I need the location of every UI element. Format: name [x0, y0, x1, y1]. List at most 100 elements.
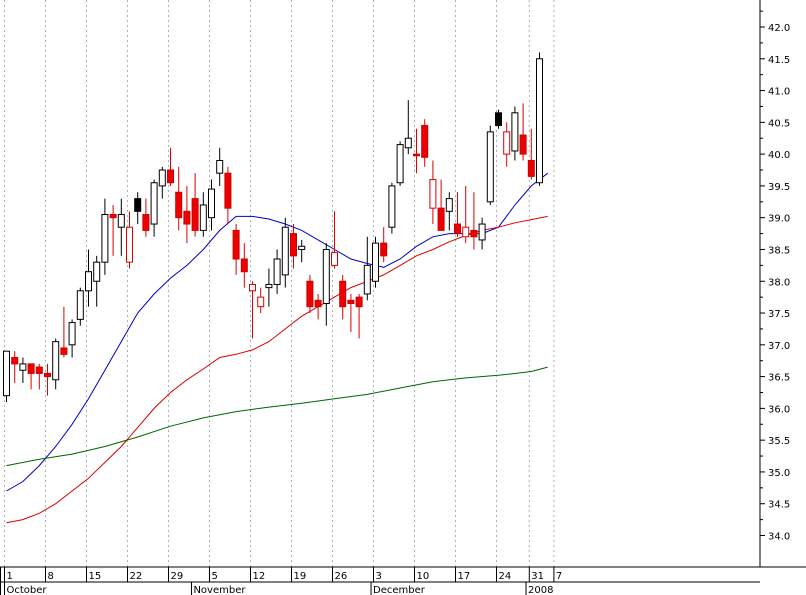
x-tick-label: 15: [89, 571, 102, 582]
candle: [331, 211, 338, 269]
candle: [249, 281, 256, 339]
x-tick-label: 17: [458, 571, 471, 582]
candle-body: [339, 280, 347, 308]
candle: [347, 293, 355, 333]
candle: [216, 147, 224, 186]
candle: [421, 119, 429, 167]
candle-body: [437, 207, 445, 231]
x-tick-label: 7: [556, 571, 562, 582]
y-tick-label: 41.5: [768, 55, 790, 66]
candle-body: [191, 198, 199, 231]
candle-body: [363, 264, 371, 295]
candle-body: [421, 125, 429, 158]
month-label: November: [193, 585, 246, 595]
candle-body: [11, 357, 19, 365]
y-tick-label: 40.0: [768, 150, 790, 161]
candle-body: [150, 182, 158, 225]
candle: [19, 357, 27, 383]
candle-body: [183, 210, 191, 225]
y-tick-label: 34.0: [768, 532, 790, 543]
x-tick-label: 26: [335, 571, 348, 582]
candle: [117, 198, 125, 256]
x-tick-label: 31: [531, 571, 544, 582]
candle: [126, 211, 133, 269]
candle: [404, 100, 412, 155]
y-tick-label: 36.5: [768, 373, 790, 384]
y-tick-label: 42.0: [768, 23, 790, 34]
candle: [495, 109, 502, 129]
candle-body: [388, 185, 396, 228]
candle-body: [265, 283, 273, 289]
candle-body: [429, 179, 437, 209]
candle-body: [224, 172, 232, 209]
candle-body: [527, 159, 535, 177]
moving-average-line: [6, 215, 548, 524]
x-tick-label: 12: [253, 571, 266, 582]
candle: [429, 160, 437, 225]
candle: [396, 141, 404, 186]
y-tick-label: 37.0: [768, 341, 790, 352]
candle-body: [372, 242, 379, 282]
candle: [68, 319, 76, 358]
candle: [257, 287, 265, 314]
candle-body: [109, 214, 117, 219]
candle-body: [85, 271, 92, 292]
candle: [191, 173, 199, 237]
candle-body: [355, 296, 363, 308]
candle: [52, 338, 60, 390]
candle: [454, 192, 461, 237]
candle-body: [27, 363, 35, 374]
candle: [109, 204, 117, 256]
candle: [44, 363, 51, 396]
y-tick-label: 35.0: [768, 468, 790, 479]
candle: [462, 185, 470, 244]
candle: [208, 179, 215, 231]
candle-body: [462, 226, 470, 238]
candle-body: [519, 134, 527, 155]
candle: [134, 192, 142, 225]
candle-body: [199, 204, 207, 231]
x-tick-label: 19: [294, 571, 307, 582]
month-label: October: [7, 585, 48, 595]
candle: [314, 293, 322, 320]
candle: [380, 227, 388, 263]
month-label: December: [373, 585, 426, 595]
candle: [3, 350, 10, 403]
y-tick-label: 39.0: [768, 214, 790, 225]
candle: [413, 128, 420, 174]
candle: [503, 122, 511, 167]
x-tick-label: 5: [212, 571, 218, 582]
candle-body: [167, 169, 174, 184]
x-tick-label: 10: [417, 571, 430, 582]
candle: [167, 147, 174, 186]
candle: [76, 287, 84, 326]
candle: [101, 198, 109, 275]
candle-body: [257, 296, 265, 308]
y-tick-label: 37.5: [768, 309, 790, 320]
candle-body: [298, 245, 306, 250]
candle-body: [158, 169, 166, 187]
candle-body: [35, 366, 43, 374]
candle: [240, 243, 248, 288]
candle: [199, 192, 207, 237]
candle-body: [142, 214, 150, 231]
candle-body: [60, 347, 68, 355]
candle-body: [208, 188, 215, 219]
candle: [142, 198, 150, 237]
candle-body: [273, 258, 281, 285]
candle-body: [240, 258, 248, 273]
candle: [322, 243, 330, 326]
x-tick-label: 3: [376, 571, 382, 582]
candle-body: [445, 198, 453, 212]
x-tick-label: 29: [171, 571, 184, 582]
candle: [388, 182, 396, 234]
candle-body: [117, 214, 125, 228]
candle: [536, 52, 543, 186]
candle-body: [216, 159, 224, 174]
candle: [11, 351, 19, 383]
candle: [183, 185, 191, 244]
candle: [60, 306, 68, 358]
candle: [175, 166, 183, 231]
